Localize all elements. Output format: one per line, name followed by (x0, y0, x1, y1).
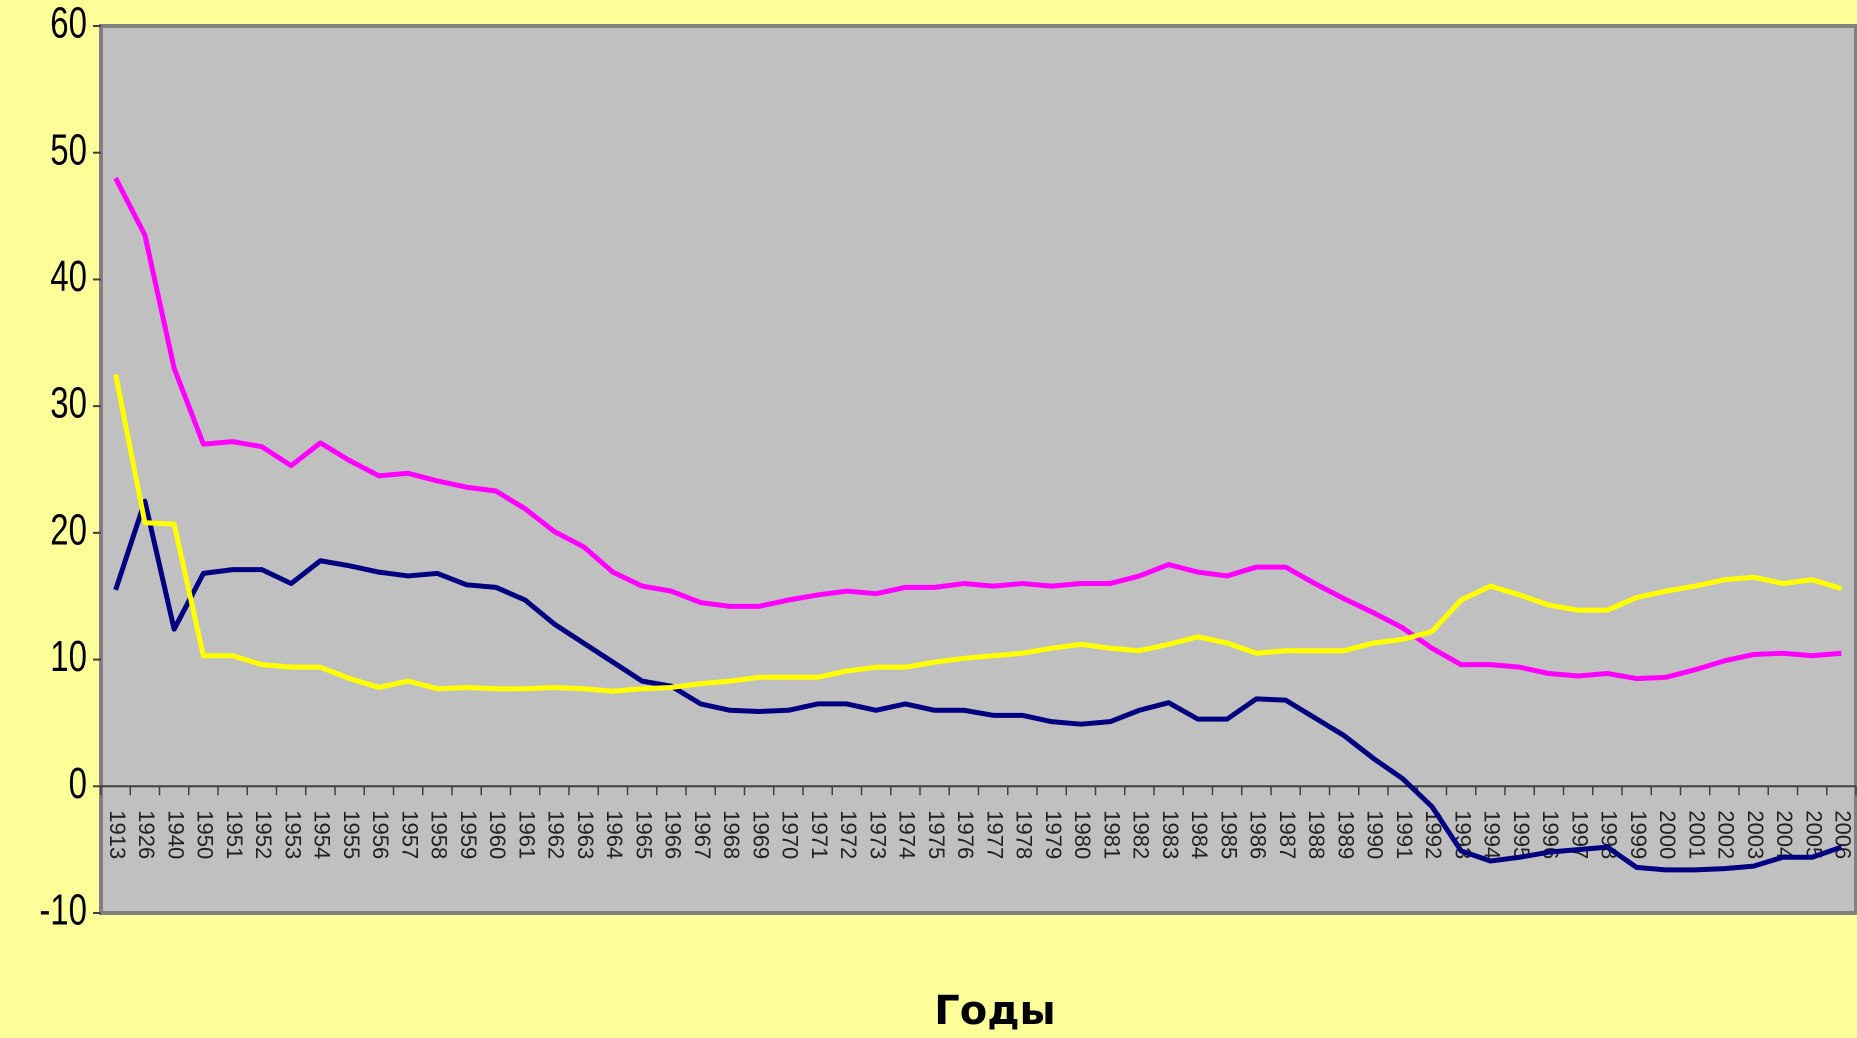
x-tick-label: 1982 (1129, 810, 1154, 859)
x-tick-label: 2004 (1772, 810, 1797, 859)
x-tick-label: 1951 (222, 810, 247, 859)
x-tick-label: 1974 (895, 810, 920, 859)
y-tick-label: -10 (39, 886, 87, 935)
x-tick-label: 1985 (1216, 810, 1241, 859)
x-tick-label: 2005 (1801, 810, 1826, 859)
x-tick-label: 1988 (1304, 810, 1329, 859)
y-tick-label: 20 (50, 506, 87, 555)
x-tick-label: 1970 (778, 810, 803, 859)
x-tick-label: 1976 (953, 810, 978, 859)
series-line (113, 498, 1843, 873)
x-tick-label: 1926 (134, 810, 159, 859)
x-tick-label: 1983 (1158, 810, 1183, 859)
x-tick-label: 1957 (397, 810, 422, 859)
x-tick-label: 1954 (310, 810, 335, 859)
y-tick-label: 10 (50, 633, 87, 682)
x-tick-label: 1955 (339, 810, 364, 859)
series-line (113, 373, 1843, 694)
y-tick-label: 60 (50, 0, 87, 48)
x-tick-label: 1987 (1275, 810, 1300, 859)
x-tick-label: 1953 (280, 810, 305, 859)
x-tick-label: 1986 (1246, 810, 1271, 859)
x-tick-label: 1959 (456, 810, 481, 859)
x-tick-label: 1964 (602, 810, 627, 859)
x-tick-label: 1972 (836, 810, 861, 859)
x-tick-label: 1952 (251, 810, 276, 859)
x-tick-label: 1992 (1421, 810, 1446, 859)
x-tick-label: 1973 (865, 810, 890, 859)
x-tick-label: 1999 (1626, 810, 1651, 859)
x-tick-label: 1979 (1041, 810, 1066, 859)
x-tick-label: 1975 (924, 810, 949, 859)
y-tick-label: 30 (50, 379, 87, 428)
x-axis-title: Годы (934, 988, 1055, 1034)
x-tick-label: 1950 (193, 810, 218, 859)
x-tick-label: 1978 (1012, 810, 1037, 859)
x-tick-label: 1958 (427, 810, 452, 859)
x-tick-label: 1962 (544, 810, 569, 859)
x-tick-label: 1989 (1333, 810, 1358, 859)
x-tick-label: 1971 (807, 810, 832, 859)
x-tick-label: 2003 (1743, 810, 1768, 859)
x-tick-label: 1960 (485, 810, 510, 859)
x-tick-label: 1963 (573, 810, 598, 859)
plot-area (99, 24, 1857, 915)
x-tick-label: 1995 (1509, 810, 1534, 859)
x-tick-label: 2002 (1714, 810, 1739, 859)
x-tick-label: 1980 (1070, 810, 1095, 859)
x-tick-label: 1969 (748, 810, 773, 859)
x-tick-label: 2000 (1655, 810, 1680, 859)
x-tick-label: 1961 (514, 810, 539, 859)
y-tick-label: 40 (50, 253, 87, 302)
x-tick-label: 1966 (661, 810, 686, 859)
x-tick-label: 1990 (1363, 810, 1388, 859)
x-tick-label: 1977 (982, 810, 1007, 859)
x-tick-label: 1968 (719, 810, 744, 859)
y-tick-label: 50 (50, 126, 87, 175)
x-tick-label: 1994 (1480, 810, 1505, 859)
x-tick-label: 2001 (1684, 810, 1709, 859)
x-tick-label: 1967 (690, 810, 715, 859)
series-line (113, 176, 1842, 682)
x-tick-label: 1956 (368, 810, 393, 859)
x-tick-label: 1991 (1392, 810, 1417, 859)
y-tick-label: 0 (69, 759, 87, 808)
x-tick-label: 1981 (1099, 810, 1124, 859)
x-tick-label: 1940 (163, 810, 188, 859)
x-tick-label: 1913 (105, 810, 130, 859)
x-tick-label: 1965 (631, 810, 656, 859)
x-tick-label: 1984 (1187, 810, 1212, 859)
